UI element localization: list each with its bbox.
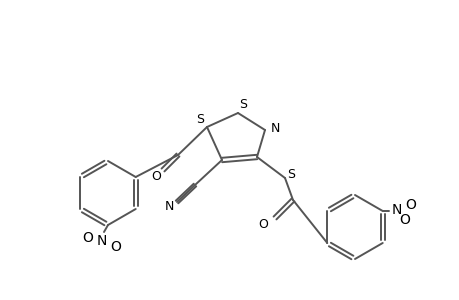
Text: N: N [96,234,107,248]
Text: O: O [257,218,267,230]
Text: S: S [196,112,203,125]
Text: O: O [82,231,93,245]
Text: N: N [391,203,401,217]
Text: N: N [164,200,174,212]
Text: O: O [151,170,161,184]
Text: S: S [239,98,246,110]
Text: N: N [270,122,279,134]
Text: O: O [110,240,121,254]
Text: O: O [398,213,409,227]
Text: S: S [286,169,294,182]
Text: O: O [404,198,415,212]
